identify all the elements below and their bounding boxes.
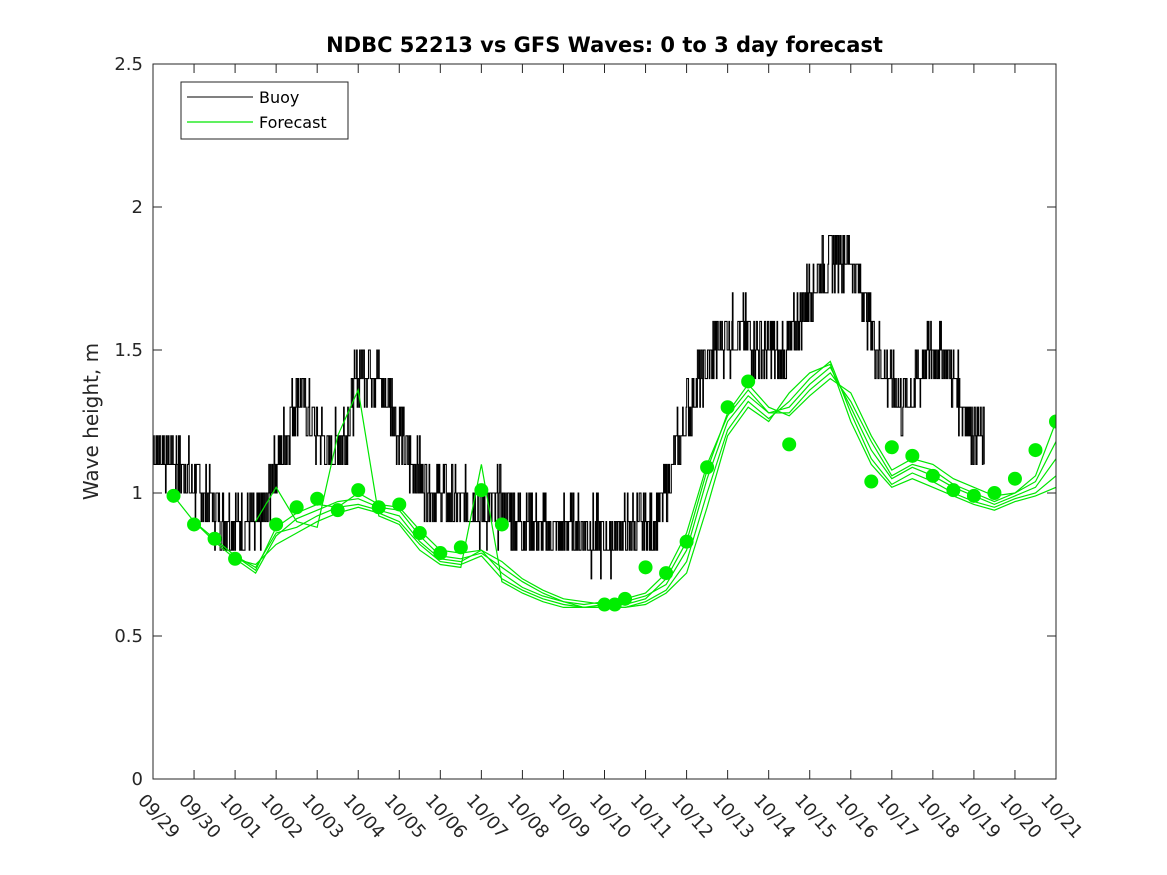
forecast-marker — [371, 500, 386, 515]
forecast-marker — [453, 540, 468, 555]
x-tick-label: 10/06 — [421, 790, 471, 843]
x-tick-label: 10/03 — [297, 790, 347, 843]
forecast-marker — [884, 440, 899, 455]
forecast-marker — [966, 488, 981, 503]
forecast-marker — [494, 517, 509, 532]
x-tick-label: 10/21 — [1036, 790, 1086, 843]
forecast-marker — [741, 374, 756, 389]
forecast-marker — [412, 526, 427, 541]
forecast-marker — [905, 448, 920, 463]
forecast-marker — [864, 474, 879, 489]
forecast-marker — [207, 531, 222, 546]
forecast-marker — [659, 566, 674, 581]
x-tick-label: 10/15 — [790, 790, 840, 843]
forecast-marker — [474, 483, 489, 498]
forecast-marker — [310, 491, 325, 506]
x-tick-label: 10/04 — [339, 790, 389, 843]
forecast-marker — [946, 483, 961, 498]
x-tick-label: 10/09 — [544, 790, 594, 843]
x-tick-label: 09/29 — [133, 790, 183, 843]
forecast-marker — [166, 488, 181, 503]
x-tick-label: 10/13 — [708, 790, 758, 843]
y-tick-label: 2 — [132, 197, 143, 218]
x-tick-label: 10/10 — [585, 790, 635, 843]
forecast-marker — [700, 460, 715, 475]
forecast-marker — [228, 551, 243, 566]
forecast-marker — [433, 546, 448, 561]
forecast-line-run-5 — [255, 363, 1056, 608]
x-tick-label: 10/02 — [256, 790, 306, 843]
x-tick-label: 10/20 — [995, 790, 1045, 843]
chart-title: NDBC 52213 vs GFS Waves: 0 to 3 day fore… — [326, 33, 883, 57]
forecast-marker — [638, 560, 653, 575]
forecast-line-run-3 — [214, 366, 1056, 609]
forecast-marker — [782, 437, 797, 452]
plot-area — [153, 64, 1056, 779]
forecast-line-run-4 — [234, 360, 1056, 608]
x-tick-label: 10/12 — [667, 790, 717, 843]
x-tick-label: 10/18 — [913, 790, 963, 843]
x-tick-label: 10/11 — [626, 790, 676, 843]
forecast-marker — [1049, 414, 1056, 429]
forecast-marker — [987, 486, 1002, 500]
forecast-marker — [925, 468, 940, 483]
forecast-marker — [1028, 443, 1043, 458]
forecast-marker — [618, 591, 633, 606]
x-tick-label: 10/19 — [954, 790, 1004, 843]
x-tick-label: 10/01 — [215, 790, 265, 843]
chart-root: 00.511.522.509/2909/3010/0110/0210/0310/… — [79, 33, 1087, 843]
x-tick-label: 10/05 — [380, 790, 430, 843]
y-tick-label: 2.5 — [114, 54, 143, 75]
x-tick-label: 10/16 — [831, 790, 881, 843]
x-tick-label: 10/07 — [462, 790, 512, 843]
legend-forecast-label: Forecast — [259, 113, 327, 132]
forecast-marker — [720, 400, 735, 415]
legend-box — [180, 81, 349, 140]
forecast-marker — [679, 534, 694, 549]
y-tick-label: 1.5 — [114, 340, 143, 361]
legend-buoy-label: Buoy — [259, 88, 299, 107]
forecast-marker — [351, 483, 366, 498]
forecast-marker — [330, 503, 345, 518]
x-tick-label: 10/17 — [872, 790, 922, 843]
y-axis-label: Wave height, m — [79, 343, 103, 500]
y-tick-label: 1 — [132, 483, 143, 504]
y-tick-label: 0.5 — [114, 626, 143, 647]
y-tick-label: 0 — [132, 769, 143, 790]
buoy-series-line — [153, 235, 985, 580]
forecast-marker — [1007, 471, 1022, 486]
forecast-marker — [392, 497, 407, 512]
forecast-marker — [187, 517, 202, 532]
forecast-marker — [289, 500, 304, 515]
x-tick-label: 10/08 — [503, 790, 553, 843]
forecast-marker — [269, 517, 284, 532]
x-tick-label: 09/30 — [174, 790, 224, 843]
x-tick-label: 10/14 — [749, 790, 799, 843]
